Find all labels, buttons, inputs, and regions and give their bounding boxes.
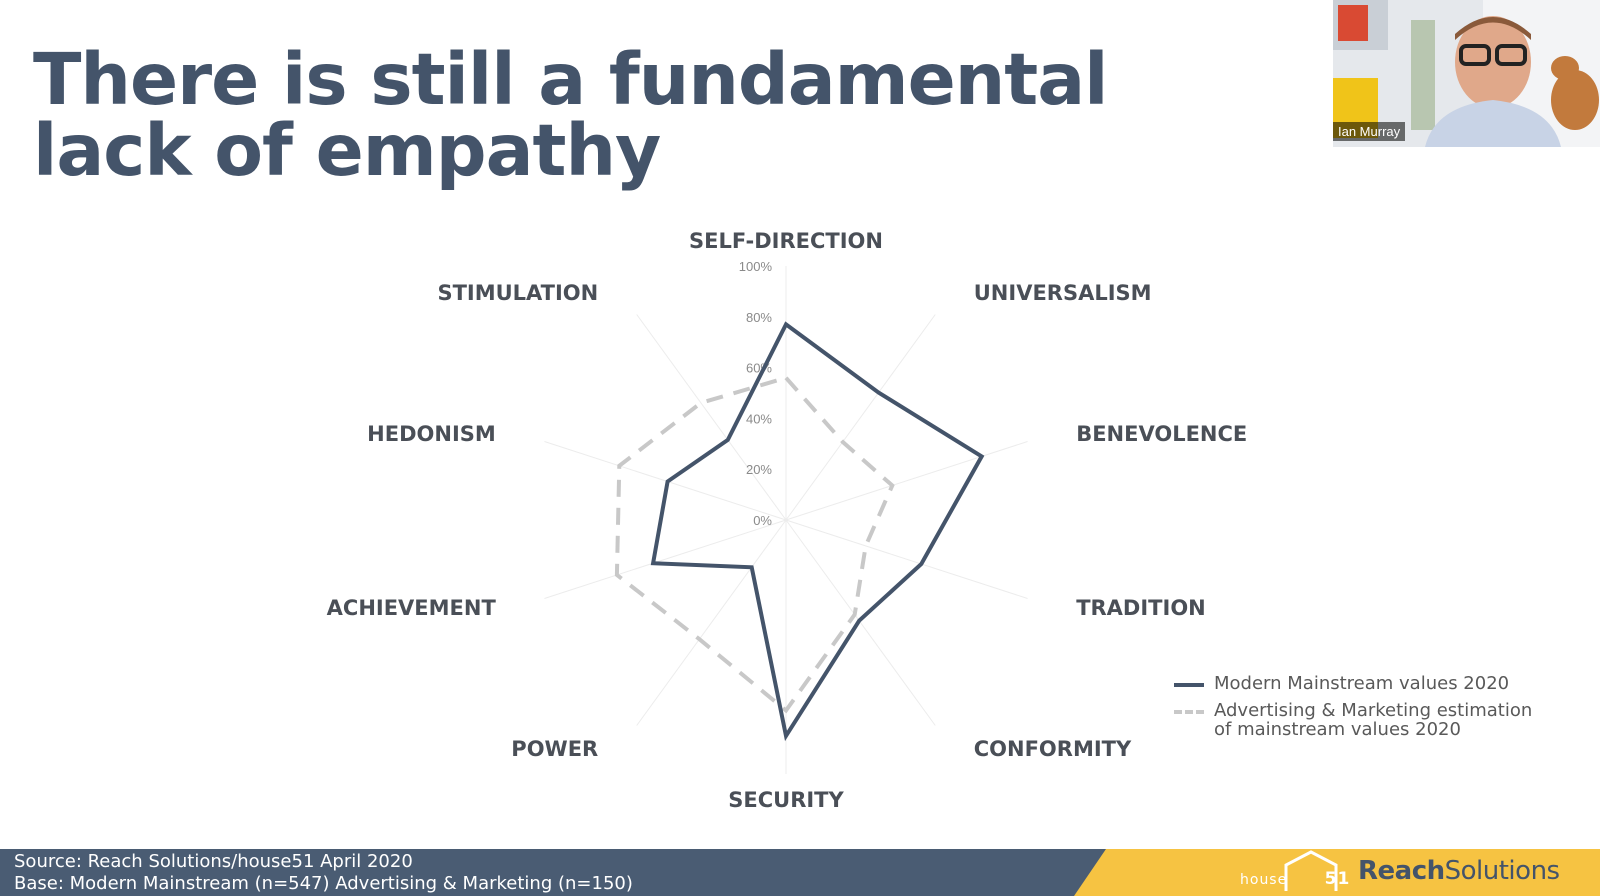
radar-axis-label-hedonism: HEDONISM (367, 422, 496, 446)
radar-tick-label: 40% (746, 411, 772, 426)
radar-axis-label-tradition: TRADITION (1076, 596, 1206, 620)
base-line: Base: Modern Mainstream (n=547) Advertis… (14, 873, 633, 894)
radar-spoke (785, 519, 936, 726)
house51-logo-text: house (1240, 872, 1288, 888)
radar-spoke (544, 519, 787, 599)
participant-name: Ian Murray (1333, 122, 1406, 141)
radar-spoke (785, 314, 936, 521)
radar-axis-label-conformity: CONFORMITY (974, 737, 1132, 761)
source-note: Source: Reach Solutions/house51 April 20… (14, 851, 633, 895)
legend-item-advertising-marketing: Advertising & Marketing estimation of ma… (1174, 701, 1544, 739)
series-modern-mainstream-line (650, 321, 985, 742)
radar-axis-label-stimulation: STIMULATION (437, 281, 598, 305)
participant-shirt (1425, 100, 1561, 147)
radar-spoke (785, 519, 1028, 599)
window-frame (1411, 20, 1435, 130)
reach-solutions-logo: ReachSolutions (1358, 856, 1560, 886)
radar-series (614, 321, 985, 742)
radar-tick-labels: 0%20%40%60%80%100% (739, 259, 773, 528)
radar-spoke (785, 441, 1028, 521)
radar-axis-label-achievement: ACHIEVEMENT (327, 596, 497, 620)
legend-swatch-dashed (1174, 710, 1204, 714)
legend-swatch-solid (1174, 683, 1204, 687)
footer-bar: Source: Reach Solutions/house51 April 20… (0, 849, 1600, 896)
radar-axis-label-benevolence: BENEVOLENCE (1076, 422, 1247, 446)
footer-background (0, 849, 1600, 896)
source-line: Source: Reach Solutions/house51 April 20… (14, 851, 413, 872)
radar-tick-label: 80% (746, 310, 772, 325)
radar-tick-label: 0% (753, 513, 772, 528)
house-icon (1284, 850, 1338, 891)
radar-spoke (636, 519, 787, 726)
radar-chart: 0%20%40%60%80%100% SELF-DIRECTIONUNIVERS… (327, 229, 1248, 812)
participant-face (1455, 16, 1531, 108)
radar-spoke (636, 314, 787, 521)
radar-spoke (544, 441, 787, 521)
house51-logo-number: 51 (1324, 869, 1351, 889)
radar-axis-label-self-direction: SELF-DIRECTION (689, 229, 883, 253)
radar-grid (544, 266, 1028, 774)
radar-axis-labels: SELF-DIRECTION UNIVERSALISM BENEVOLENCE TRA… (327, 229, 1248, 812)
radar-axis-label-power: POWER (511, 737, 598, 761)
participant-hair (1455, 17, 1531, 40)
radar-tick-label: 100% (739, 259, 773, 274)
chart-legend: Modern Mainstream values 2020 Advertisin… (1174, 674, 1544, 747)
slide-title: There is still a fundamental lack of emp… (33, 38, 1108, 192)
radar-axis-label-security: SECURITY (728, 788, 844, 812)
series-advertising-marketing-line (614, 375, 895, 714)
webcam-video-tile[interactable]: Ian Murray (1333, 0, 1600, 147)
legend-label-modern-mainstream: Modern Mainstream values 2020 (1214, 673, 1510, 694)
legend-item-modern-mainstream: Modern Mainstream values 2020 (1174, 674, 1544, 693)
reach-logo-text: Reach (1358, 856, 1445, 886)
dog (1551, 70, 1599, 130)
solutions-logo-text: Solutions (1444, 856, 1560, 886)
legend-label-advertising-marketing: Advertising & Marketing estimation of ma… (1214, 700, 1533, 740)
radar-axis-label-universalism: UNIVERSALISM (974, 281, 1152, 305)
radar-tick-label: 20% (746, 462, 772, 477)
house51-logo: house 51 (1240, 869, 1350, 889)
